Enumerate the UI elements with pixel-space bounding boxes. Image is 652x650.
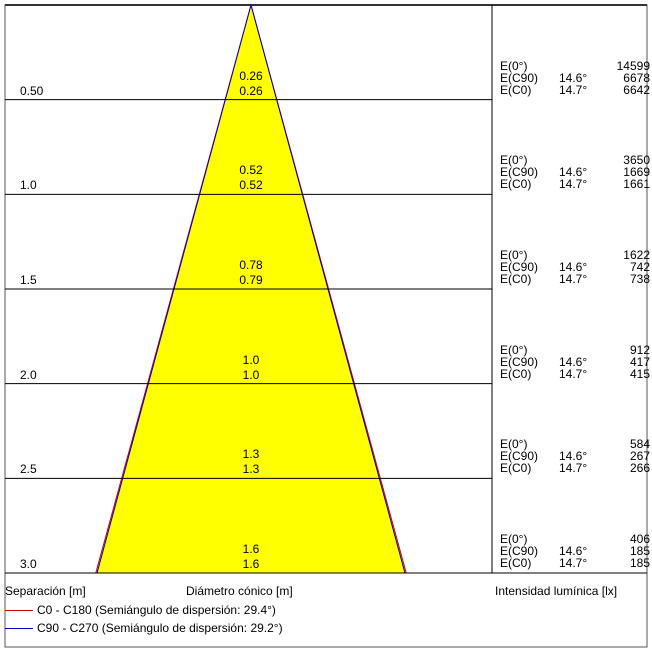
angle-c90-label: 14.6° [559, 544, 588, 558]
e0-label: E(0°) [500, 58, 528, 73]
angle-c0-label: 14.7° [559, 556, 588, 570]
diameter-axis-label: Diámetro cónico [m] [186, 584, 293, 598]
distance-label: 3.0 [20, 557, 37, 571]
e-c0-label: E(C0) [500, 82, 532, 97]
diameter-c90-label: 0.52 [239, 163, 263, 178]
e-c0-value: 415 [629, 366, 650, 381]
legend-item: C90 - C270 (Semiángulo de dispersión: 29… [5, 622, 283, 635]
distance-label: 2.5 [20, 462, 37, 477]
distance-label: 1.0 [20, 178, 37, 193]
diameter-c90-label: 0.78 [239, 258, 263, 272]
e-c90-label: E(C90) [500, 449, 539, 464]
e-c0-value: 6642 [623, 82, 650, 97]
diameter-c90-label: 1.6 [242, 542, 260, 556]
angle-c0-label: 14.7° [559, 82, 588, 97]
e-c90-label: E(C90) [500, 544, 539, 558]
separation-axis-label: Separación [m] [5, 584, 86, 598]
e-c0-value: 1661 [623, 177, 650, 192]
distance-label: 1.5 [20, 273, 37, 287]
e-c90-value: 6678 [623, 70, 650, 85]
angle-c90-label: 14.6° [559, 70, 588, 85]
e0-value: 912 [629, 342, 650, 357]
distance-label: 2.0 [20, 367, 37, 382]
e-c0-label: E(C0) [500, 366, 532, 381]
diameter-c0-label: 1.6 [242, 557, 260, 571]
e-c90-label: E(C90) [500, 70, 539, 85]
e-c90-value: 1669 [623, 165, 650, 180]
diameter-c90-label: 1.3 [242, 447, 260, 462]
angle-c90-label: 14.6° [559, 165, 588, 180]
e-c90-value: 742 [629, 260, 650, 274]
legend-swatch [5, 628, 33, 630]
e0-value: 584 [629, 437, 650, 452]
legend-label: C0 - C180 (Semiángulo de dispersión: 29.… [37, 603, 276, 617]
intensity-axis-label: Intensidad lumínica [lx] [495, 584, 618, 598]
e-c0-value: 185 [629, 556, 650, 570]
diameter-c90-label: 0.26 [239, 68, 263, 83]
diameter-c0-label: 0.26 [239, 83, 263, 98]
e0-label: E(0°) [500, 342, 528, 357]
e0-label: E(0°) [500, 437, 528, 452]
e0-value: 1622 [623, 248, 650, 262]
diameter-c0-label: 1.0 [242, 367, 260, 382]
e-c90-label: E(C90) [500, 165, 539, 180]
legend-swatch [5, 610, 33, 612]
diameter-c0-label: 1.3 [242, 462, 260, 477]
angle-c0-label: 14.7° [559, 366, 588, 381]
e0-value: 14599 [616, 58, 650, 73]
diameter-c90-label: 1.0 [242, 352, 260, 367]
angle-c0-label: 14.7° [559, 177, 588, 192]
e-c0-label: E(C0) [500, 177, 532, 192]
angle-c0-label: 14.7° [559, 461, 588, 476]
e-c0-value: 738 [629, 272, 650, 286]
angle-c90-label: 14.6° [559, 449, 588, 464]
distance-label: 0.50 [20, 83, 44, 98]
angle-c90-label: 14.6° [559, 354, 588, 369]
e-c90-value: 267 [629, 449, 650, 464]
e0-label: E(0°) [500, 532, 528, 546]
angle-c90-label: 14.6° [559, 260, 588, 274]
e-c90-value: 185 [629, 544, 650, 558]
angle-c0-label: 14.7° [559, 272, 588, 286]
e-c90-label: E(C90) [500, 354, 539, 369]
e-c0-value: 266 [629, 461, 650, 476]
e-c90-value: 417 [629, 354, 650, 369]
legend-item: C0 - C180 (Semiángulo de dispersión: 29.… [5, 604, 276, 617]
diameter-c0-label: 0.79 [239, 273, 263, 287]
e0-label: E(0°) [500, 248, 528, 262]
e-c0-label: E(C0) [500, 556, 532, 570]
e-c0-label: E(C0) [500, 272, 532, 286]
e-c90-label: E(C90) [500, 260, 539, 274]
e0-value: 3650 [623, 153, 650, 168]
e0-label: E(0°) [500, 153, 528, 168]
legend-label: C90 - C270 (Semiángulo de dispersión: 29… [37, 621, 283, 635]
e0-value: 406 [629, 532, 650, 546]
e-c0-label: E(C0) [500, 461, 532, 476]
diameter-c0-label: 0.52 [239, 178, 263, 193]
